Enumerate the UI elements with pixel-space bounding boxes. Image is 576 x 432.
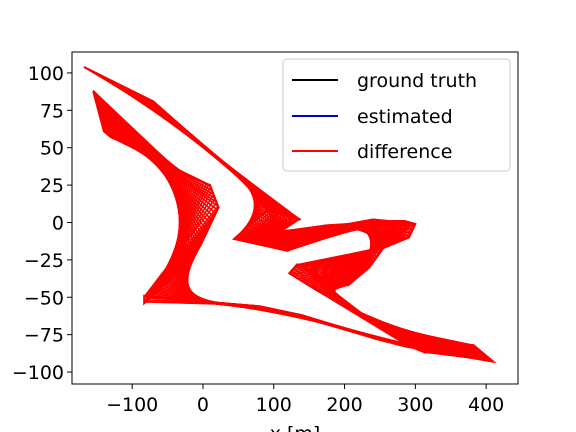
x-tick-label: 200 xyxy=(326,394,362,416)
x-tick-label: 100 xyxy=(256,394,292,416)
y-tick-label: 25 xyxy=(40,175,64,197)
y-tick-label: 100 xyxy=(28,63,64,85)
difference-line xyxy=(295,246,385,267)
x-axis-label: x [m] xyxy=(270,423,321,432)
difference-line xyxy=(305,271,365,284)
x-tick-label: −100 xyxy=(106,394,158,416)
difference-line xyxy=(293,248,383,270)
difference-line xyxy=(307,273,362,286)
y-tick-label: −25 xyxy=(24,250,64,272)
legend-label-difference: difference xyxy=(357,141,452,163)
y-tick-label: 75 xyxy=(40,100,64,122)
x-axis: −100 0 100 200 300 400 xyxy=(106,384,504,416)
difference-line xyxy=(291,256,377,276)
legend-label-ground-truth: ground truth xyxy=(357,70,477,92)
y-tick-label: −75 xyxy=(24,325,64,347)
x-tick-label: 0 xyxy=(197,394,209,416)
difference-line xyxy=(293,259,375,277)
y-tick-label: 0 xyxy=(52,212,64,234)
y-tick-label: −100 xyxy=(12,362,64,384)
legend-label-estimated: estimated xyxy=(357,106,453,128)
legend-box xyxy=(282,58,511,172)
y-axis: 100 75 50 25 0 −25 −50 −75 −100 xyxy=(12,63,72,384)
x-tick-label: 400 xyxy=(468,394,504,416)
y-tick-label: −50 xyxy=(24,287,64,309)
legend: ground truth estimated difference xyxy=(282,58,511,172)
difference-line xyxy=(291,251,381,272)
y-tick-label: 50 xyxy=(40,138,64,160)
difference-line xyxy=(380,325,473,346)
plot-area xyxy=(83,66,497,364)
x-tick-label: 300 xyxy=(397,394,433,416)
plot-frame xyxy=(71,51,519,385)
difference-line xyxy=(384,327,478,350)
difference-line xyxy=(382,326,476,348)
difference-outline xyxy=(83,66,497,364)
